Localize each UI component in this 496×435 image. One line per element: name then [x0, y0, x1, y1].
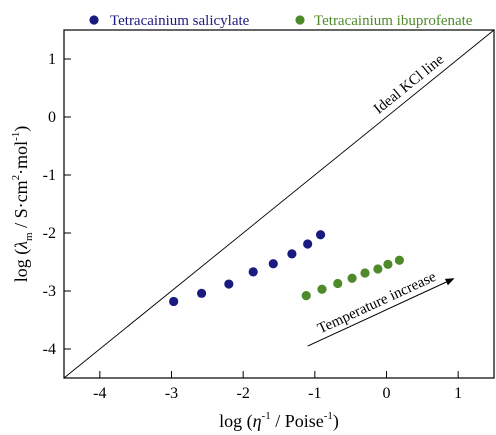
legend-marker-salicylate [89, 15, 99, 25]
data-point-salicylate [268, 259, 278, 269]
y-tick-label: -2 [43, 225, 56, 242]
data-point-salicylate [224, 279, 234, 289]
x-tick-label: 1 [454, 385, 462, 402]
data-point-ibuprofenate [360, 268, 370, 278]
data-points [169, 230, 404, 307]
ideal-kcl-line [63, 29, 495, 379]
legend-marker-ibuprofenate [295, 15, 305, 25]
x-tick-label: -2 [237, 385, 250, 402]
data-point-ibuprofenate [347, 273, 357, 283]
data-point-salicylate [197, 288, 207, 298]
x-tick-label: -3 [165, 385, 178, 402]
data-point-ibuprofenate [383, 259, 393, 269]
y-tick-label: -4 [43, 341, 56, 358]
reference-line-label: Ideal KCl line [371, 51, 447, 117]
y-tick-label: 1 [48, 51, 56, 68]
x-tick-label: 0 [383, 385, 391, 402]
temperature-arrow [307, 281, 447, 347]
data-point-salicylate [169, 296, 179, 307]
legend: Tetracainium salicylate Tetracainium ibu… [89, 13, 473, 29]
legend-label-ibuprofenate: Tetracainium ibuprofenate [314, 13, 473, 29]
reference-line-group [63, 29, 495, 379]
x-tick-label: -4 [93, 385, 106, 402]
data-point-salicylate [248, 267, 258, 277]
data-point-salicylate [287, 249, 297, 259]
data-point-ibuprofenate [333, 278, 343, 289]
data-point-salicylate [315, 230, 326, 240]
axis-ticks: -4 -3 -2 -1 0 1 1 0 -1 -2 -3 -4 [43, 51, 462, 402]
x-tick-label: -1 [308, 385, 321, 402]
data-point-ibuprofenate [317, 284, 327, 294]
data-point-ibuprofenate [394, 255, 404, 265]
x-axis-title: log (η-1 / Poise-1) [219, 410, 339, 432]
data-point-ibuprofenate [373, 264, 383, 274]
y-tick-label: 0 [48, 109, 56, 126]
y-axis-title: log (λm / S·cm2·mol-1) [10, 126, 35, 283]
y-tick-label: -3 [43, 283, 56, 300]
data-point-salicylate [303, 239, 313, 249]
temperature-annotation: Temperature increase [307, 269, 455, 347]
plot-frame [63, 29, 495, 379]
temperature-annotation-label: Temperature increase [315, 269, 439, 338]
legend-label-salicylate: Tetracainium salicylate [110, 13, 250, 29]
temperature-arrowhead [444, 278, 455, 286]
y-tick-label: -1 [43, 167, 56, 184]
data-point-ibuprofenate [301, 291, 311, 301]
